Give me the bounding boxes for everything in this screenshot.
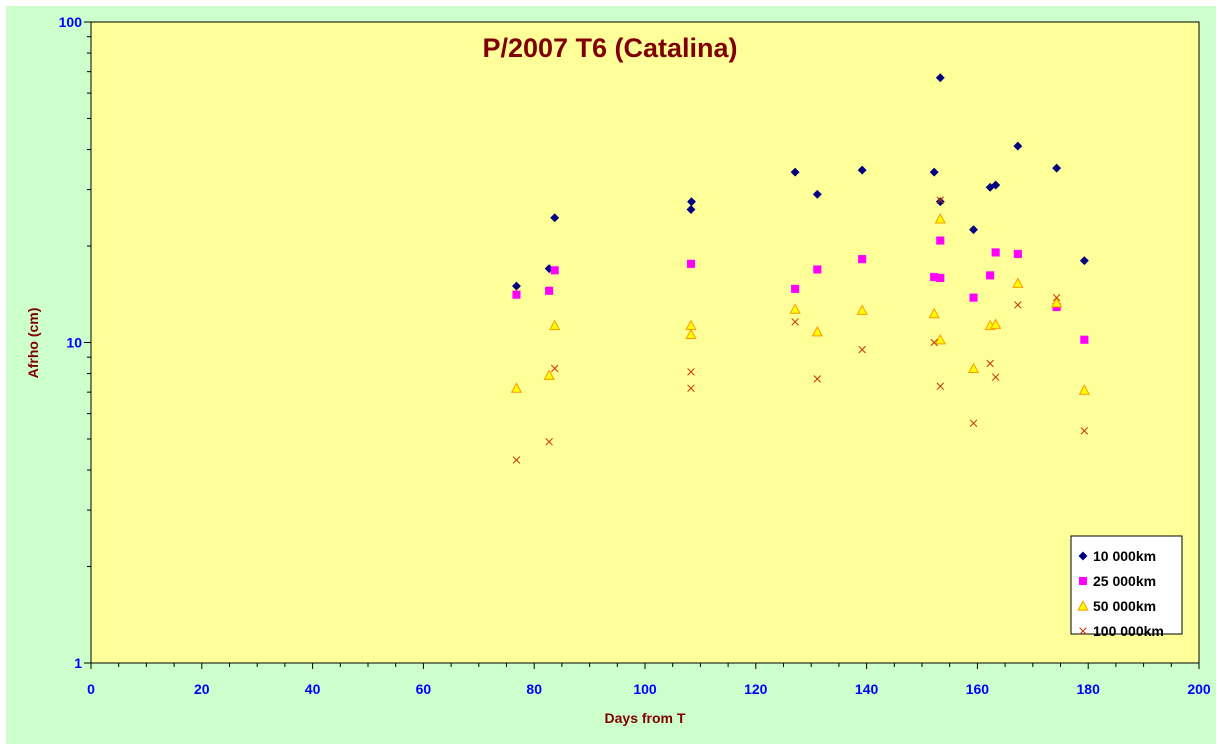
- data-point-25000km: [545, 286, 554, 295]
- data-point-10000km: [935, 197, 945, 207]
- data-point-100000km: [930, 338, 938, 347]
- data-point-50000km: [549, 319, 561, 331]
- legend-marker-10000km: [1078, 551, 1088, 561]
- x-tick-label: 100: [633, 681, 657, 697]
- x-tick-label: 0: [87, 681, 95, 697]
- x-tick-label: 120: [744, 681, 768, 697]
- chart-svg: 0 20 40 60 80 100 120 140 160 180 200 1 10 100 P/200…: [25, 14, 1211, 726]
- data-point-25000km: [813, 265, 822, 274]
- data-point-100000km: [687, 368, 695, 376]
- data-point-100000km: [991, 373, 1000, 381]
- legend: 10 000km 25 000km 50 000km 100 000km: [1070, 535, 1183, 639]
- data-point-50000km: [543, 369, 555, 380]
- data-point-10000km: [968, 225, 979, 235]
- data-point-25000km: [936, 236, 945, 245]
- data-point-25000km: [791, 284, 800, 293]
- x-tick-label: 160: [966, 681, 990, 697]
- data-point-100000km: [687, 384, 695, 392]
- data-point-50000km: [1012, 277, 1024, 288]
- data-point-50000km: [967, 362, 980, 374]
- data-point-10000km: [1052, 163, 1062, 173]
- legend-marker-25000km: [1078, 576, 1088, 586]
- x-tick-label: 140: [855, 681, 879, 697]
- plot-area: [90, 21, 1200, 664]
- data-points: [510, 73, 1090, 464]
- legend-label-10000km: 10 000km: [1093, 548, 1156, 564]
- legend-marker-100000km: [1079, 627, 1087, 635]
- data-point-25000km: [936, 273, 945, 283]
- data-point-100000km: [986, 359, 994, 368]
- data-point-10000km: [790, 167, 800, 177]
- data-point-50000km: [934, 333, 946, 345]
- data-point-25000km: [550, 266, 559, 275]
- data-point-50000km: [811, 325, 823, 337]
- data-point-100000km: [545, 438, 553, 446]
- data-point-50000km: [934, 213, 946, 224]
- x-tick-label: 40: [305, 681, 321, 697]
- data-point-25000km: [858, 255, 867, 264]
- y-axis-ticks: 1 10 100: [59, 14, 91, 671]
- data-point-10000km: [857, 165, 867, 175]
- data-point-100000km: [936, 196, 945, 204]
- data-point-25000km: [512, 290, 521, 299]
- data-point-25000km: [991, 248, 1000, 257]
- data-point-50000km: [510, 382, 523, 393]
- data-point-100000km: [791, 318, 799, 326]
- data-point-10000km: [550, 213, 560, 223]
- data-point-100000km: [550, 364, 559, 373]
- data-point-10000km: [686, 204, 696, 215]
- data-point-10000km: [991, 180, 1001, 190]
- y-tick-label: 1: [74, 655, 82, 671]
- data-point-100000km: [858, 345, 866, 354]
- data-point-25000km: [969, 293, 978, 302]
- x-tick-label: 20: [194, 681, 210, 697]
- y-tick-label: 10: [66, 335, 82, 351]
- data-point-100000km: [1014, 301, 1022, 309]
- data-point-100000km: [1052, 293, 1061, 302]
- legend-marker-50000km: [1077, 600, 1089, 611]
- data-point-50000km: [856, 304, 868, 315]
- data-point-25000km: [1080, 335, 1089, 344]
- legend-label-25000km: 25 000km: [1093, 573, 1156, 589]
- data-point-25000km: [1013, 249, 1022, 258]
- x-axis-ticks: 0 20 40 60 80 100 120 140 160 180 200: [87, 663, 1211, 697]
- data-point-100000km: [936, 382, 945, 391]
- x-axis-title: Days from T: [605, 710, 686, 726]
- data-point-25000km: [986, 271, 995, 280]
- x-tick-label: 180: [1077, 681, 1101, 697]
- data-point-50000km: [685, 328, 697, 339]
- legend-label-100000km: 100 000km: [1093, 623, 1164, 639]
- data-point-10000km: [929, 167, 939, 177]
- data-point-100000km: [512, 456, 521, 464]
- data-point-100000km: [813, 375, 822, 383]
- x-tick-label: 60: [416, 681, 432, 697]
- data-point-25000km: [686, 259, 696, 268]
- x-tick-label: 80: [526, 681, 542, 697]
- data-point-10000km: [511, 281, 522, 291]
- legend-box: [1070, 535, 1183, 635]
- data-point-10000km: [935, 73, 945, 83]
- data-point-10000km: [1013, 141, 1023, 151]
- y-axis-title: Afrho (cm): [25, 308, 41, 379]
- legend-label-50000km: 50 000km: [1093, 598, 1156, 614]
- data-point-10000km: [812, 189, 822, 199]
- data-point-50000km: [928, 307, 940, 319]
- data-point-100000km: [1080, 427, 1089, 435]
- data-point-10000km: [686, 197, 697, 207]
- x-tick-label: 200: [1187, 681, 1211, 697]
- chart-frame: 0 20 40 60 80 100 120 140 160 180 200 1 10 100 P/200…: [6, 6, 1216, 744]
- data-point-50000km: [789, 303, 801, 314]
- chart-title: P/2007 T6 (Catalina): [482, 33, 737, 63]
- data-point-100000km: [969, 419, 978, 427]
- data-point-10000km: [1079, 256, 1089, 266]
- y-tick-label: 100: [59, 14, 83, 30]
- data-point-50000km: [1078, 384, 1090, 395]
- data-point-50000km: [990, 318, 1002, 329]
- data-point-50000km: [1050, 296, 1063, 308]
